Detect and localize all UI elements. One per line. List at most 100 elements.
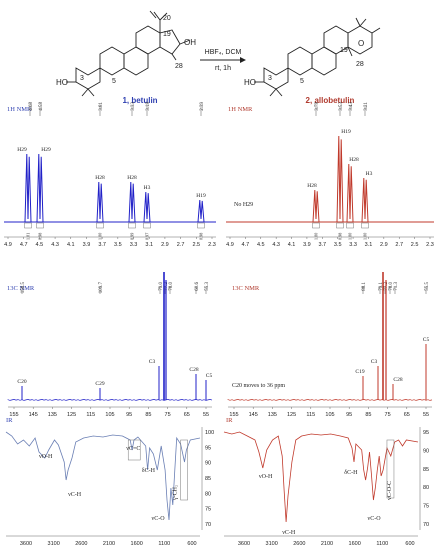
hnmr-left-integral-bracket (24, 222, 32, 229)
hnmr-left-integral-bracket (128, 222, 136, 229)
hnmr-left-x-tick-label: 3.7 (98, 242, 106, 248)
cnmr-left-x-tick-label: 115 (86, 412, 95, 418)
ir-right-x-tick-label: 1600 (349, 541, 361, 547)
ir-right-band-label: νO-H (259, 474, 273, 480)
cnmr-right-top-label: 88.1 (362, 282, 367, 291)
ir-left-y-tick-label: 90 (205, 461, 211, 467)
ir-right-x-tick-label: 2100 (321, 541, 333, 547)
hnmr-right-x-tick-label: 2.5 (411, 242, 419, 248)
hnmr-right-peak-label: H19 (341, 129, 351, 135)
cnmr-right-peak-label: C19 (355, 369, 364, 375)
cnmr-left-x-tick-label: 145 (29, 412, 38, 418)
hnmr-right-x-tick-label: 4.5 (257, 242, 265, 248)
hnmr-right-peak-label: H3 (366, 171, 373, 177)
hnmr-left-top-label: 3.33 (131, 102, 136, 111)
hnmr-left-x-tick-label: 4.3 (51, 242, 59, 248)
cnmr-left-peak-label: C28 (189, 367, 198, 373)
hnmr-left-peak-label: H28 (95, 175, 105, 181)
hnmr-right-panel: 1H NMR No H29 3.78 3.53 3.43 3.21 H28 H19 H28… (226, 102, 434, 248)
ir-right-panel: IR νO-H νC-H δC-H νC-O νC-O-C 95 90 85 80 75 70 36… (223, 417, 429, 547)
hnmr-right-top-label: 3.21 (364, 102, 369, 111)
cnmr-right-peak-label: C28 (393, 377, 402, 383)
hnmr-left-x-tick-label: 4.9 (4, 242, 12, 248)
ir-left-band-label: δC-H (142, 468, 156, 474)
cnmr-right-baseline (227, 399, 433, 401)
ir-left-trace (5, 431, 201, 521)
cnmr-left-top-label: 60.6 (195, 282, 200, 291)
cnmr-left-x-tick-label: 85 (145, 412, 151, 418)
cnmr-left-top-label: 109.7 (99, 282, 104, 294)
ir-left-band-label: νO-H (39, 454, 53, 460)
hnmr-left-peak-label: H29 (17, 147, 27, 153)
hnmr-left-peak (143, 191, 151, 223)
ir-right-y-tick-label: 80 (423, 485, 429, 491)
hnmr-left-integral-value: 0.99 (130, 233, 135, 240)
cnmr-left-baseline (7, 399, 213, 401)
cnmr-right-x-tick-label: 65 (404, 412, 410, 418)
hnmr-left-peak-label: H19 (196, 193, 206, 199)
ir-right-band-label: δC-H (344, 470, 358, 476)
cnmr-right-note: C20 moves to 36 ppm (232, 383, 285, 389)
hnmr-left-top-label: 2.39 (200, 102, 205, 111)
allobetulin-atom-5: 5 (300, 78, 304, 85)
hnmr-left-top-label: 3.81 (99, 102, 104, 111)
hnmr-left-x-tick-label: 3.1 (145, 242, 153, 248)
ir-right-y-tick-label: 75 (423, 504, 429, 510)
cnmr-left-x-tick-label: 105 (105, 412, 114, 418)
ir-right-y-tick-label: 90 (423, 448, 429, 454)
betulin-atom-20: 20 (163, 15, 171, 22)
hnmr-left-peak (96, 181, 104, 223)
cnmr-left-top-label: 78.0 (169, 282, 174, 291)
hnmr-left-integral-value: 0.98 (199, 233, 204, 240)
hnmr-left-peak-label: H3 (144, 185, 151, 191)
ir-right-band-label: νC-H (282, 530, 296, 536)
hnmr-right-x-tick-label: 2.9 (380, 242, 388, 248)
ir-left-highlight-box (180, 439, 188, 501)
ir-left-y-tick-label: 70 (205, 522, 211, 528)
ir-right-highlight-box (386, 439, 395, 499)
hnmr-right-integral-bracket (312, 222, 320, 229)
hnmr-left-integral-bracket (197, 222, 205, 229)
cnmr-right-panel: 13C NMR C20 moves to 36 ppm 88.179.177.2… (227, 272, 433, 418)
cnmr-right-top-label: 78.0 (389, 282, 394, 291)
ir-left-x-tick-label: 3100 (48, 541, 60, 547)
ir-left-highlight-box (127, 439, 141, 461)
hnmr-right-integral-bracket (336, 222, 344, 229)
allobetulin-name: 2, allobetulin (306, 96, 355, 105)
hnmr-right-x-tick-label: 4.1 (288, 242, 296, 248)
reagent-bottom: rt, 1h (215, 65, 231, 72)
hnmr-right-peak (346, 163, 354, 223)
hnmr-right-top-label: 3.78 (315, 102, 320, 111)
hnmr-left-top-label: 4.68 (29, 102, 34, 111)
cnmr-right-x-tick-label: 85 (365, 412, 371, 418)
hnmr-left-x-tick-label: 3.9 (83, 242, 91, 248)
ir-right-y-tick-label: 85 (423, 467, 429, 473)
hnmr-left-integral-bracket (36, 222, 44, 229)
cnmr-left-x-tick-label: 155 (9, 412, 18, 418)
betulin-atom-HO: HO (56, 78, 68, 87)
betulin-atom-19: 19 (163, 31, 171, 38)
cnmr-left-x-tick-label: 125 (67, 412, 76, 418)
allobetulin-atom-19: 19 (340, 47, 348, 54)
betulin-name: 1, betulin (122, 96, 157, 105)
cnmr-right-x-tick-label: 125 (287, 412, 296, 418)
ir-right-title: IR (226, 417, 233, 424)
betulin-atom-28: 28 (175, 63, 183, 70)
hnmr-left-x-tick-label: 3.5 (114, 242, 122, 248)
betulin-structure (66, 10, 191, 97)
hnmr-left-peak (197, 199, 205, 223)
hnmr-right-x-tick-label: 4.7 (242, 242, 250, 248)
ir-left-x-tick-label: 1100 (158, 541, 170, 547)
hnmr-right-integral-value: 0.98 (338, 233, 343, 240)
cnmr-left-x-tick-label: 55 (203, 412, 209, 418)
cnmr-left-x-tick-label: 75 (165, 412, 171, 418)
betulin-atom-OH: OH (184, 38, 196, 47)
ir-left-y-tick-label: 75 (205, 507, 211, 513)
hnmr-left-peak (128, 181, 136, 223)
betulin-atom-5: 5 (112, 78, 116, 85)
ir-right-x-tick-label: 600 (405, 541, 414, 547)
ir-right-x-tick-label: 3600 (238, 541, 250, 547)
ir-left-x-tick-label: 2600 (75, 541, 87, 547)
cnmr-left-x-tick-label: 95 (126, 412, 132, 418)
